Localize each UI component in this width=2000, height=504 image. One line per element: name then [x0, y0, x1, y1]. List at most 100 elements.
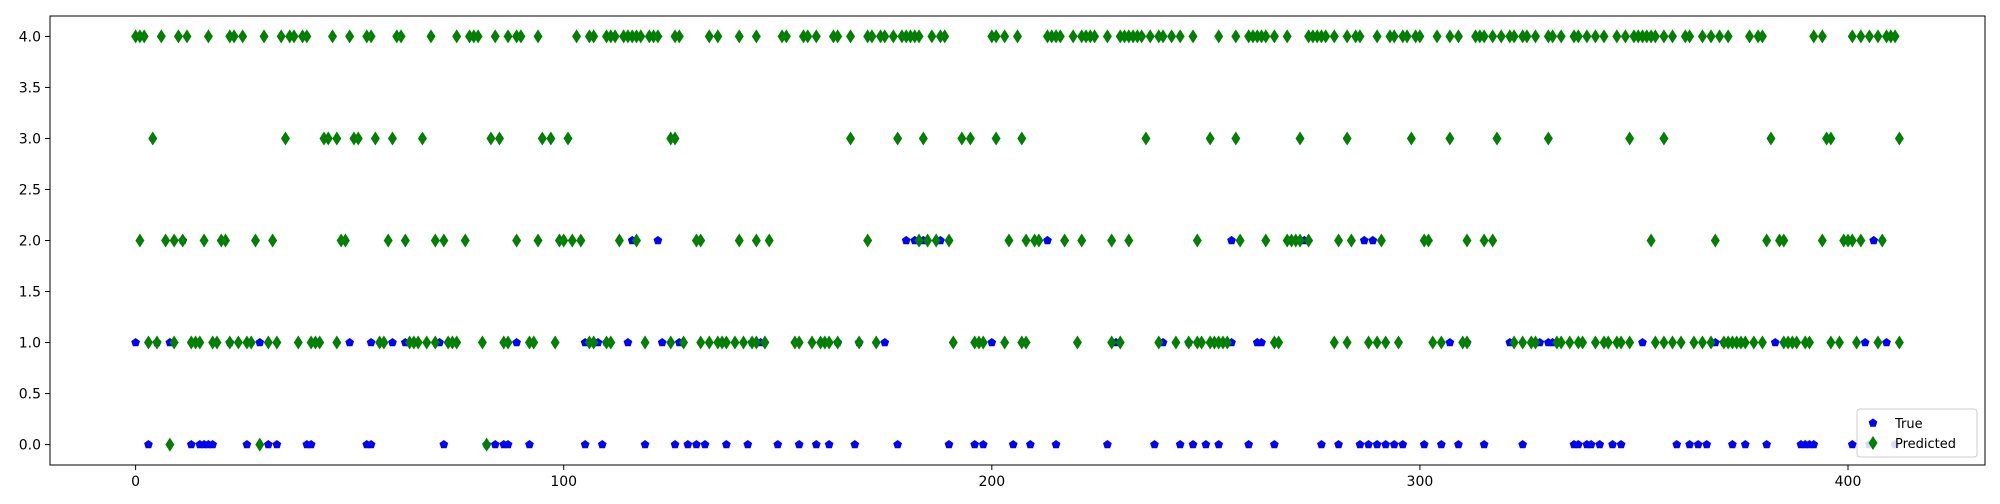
true-point [773, 439, 783, 449]
true-point [503, 439, 513, 449]
predicted-point [867, 29, 877, 44]
predicted-point [1706, 29, 1716, 44]
predicted-point [195, 335, 205, 350]
true-point [623, 337, 633, 347]
true-point [683, 439, 693, 449]
true-point [692, 439, 701, 449]
predicted-point [1321, 29, 1331, 44]
predicted-point [1295, 131, 1305, 146]
true-point [1269, 439, 1279, 449]
predicted-point [315, 335, 325, 350]
predicted-point [653, 29, 663, 44]
predicted-point [1826, 335, 1836, 350]
predicted-point [345, 29, 355, 44]
predicted-point [1145, 29, 1155, 44]
predicted-point [370, 131, 380, 146]
predicted-point [614, 233, 624, 248]
predicted-point [559, 233, 569, 248]
predicted-point [914, 233, 924, 248]
predicted-point [1757, 335, 1767, 350]
predicted-point [734, 29, 744, 44]
true-point [366, 439, 376, 449]
predicted-point [161, 233, 171, 248]
predicted-point [863, 233, 873, 248]
predicted-point [1809, 29, 1819, 44]
predicted-point [1021, 335, 1031, 350]
predicted-point [1107, 233, 1117, 248]
true-point [1809, 439, 1819, 449]
predicted-point [178, 233, 188, 248]
predicted-point [923, 233, 933, 248]
true-point [850, 439, 860, 449]
true-point [144, 439, 153, 449]
predicted-point [1389, 29, 1399, 44]
true-point [1672, 439, 1682, 449]
predicted-point [978, 335, 988, 350]
predicted-point [1573, 29, 1583, 44]
predicted-point [302, 29, 312, 44]
predicted-point [1402, 29, 1412, 44]
true-point [1740, 439, 1750, 449]
predicted-point [225, 335, 235, 350]
predicted-point [1697, 335, 1707, 350]
predicted-point [854, 335, 864, 350]
predicted-point [751, 335, 761, 350]
legend-label-predicted: Predicted [1895, 437, 1956, 452]
predicted-point [1650, 335, 1660, 350]
predicted-point [1231, 131, 1241, 146]
predicted-point [1171, 335, 1181, 350]
predicted-point [379, 335, 389, 350]
predicted-point [1762, 233, 1772, 248]
true-point [1051, 439, 1061, 449]
predicted-point [546, 131, 556, 146]
true-point [811, 439, 821, 449]
predicted-point [1102, 29, 1112, 44]
predicted-point [696, 233, 706, 248]
predicted-point [931, 233, 941, 248]
y-tick-label: 1.5 [19, 285, 41, 301]
true-point [1175, 439, 1185, 449]
predicted-point [1274, 335, 1284, 350]
predicted-point [1282, 29, 1292, 44]
predicted-point [212, 335, 222, 350]
y-axis: 0.0 0.5 1.0 1.5 2.0 2.5 3.0 3.5 4.0 [19, 29, 50, 454]
predicted-point [1620, 29, 1630, 44]
predicted-point [1659, 29, 1669, 44]
predicted-point [1406, 131, 1416, 146]
predicted-point [1222, 335, 1232, 350]
predicted-point [1565, 335, 1575, 350]
predicted-point [1779, 233, 1789, 248]
predicted-point [1124, 233, 1134, 248]
predicted-point [1154, 335, 1164, 350]
y-tick-label: 3.0 [19, 131, 41, 147]
predicted-point [1710, 233, 1720, 248]
true-point [1381, 439, 1391, 449]
predicted-point [1445, 29, 1455, 44]
predicted-point [1115, 335, 1125, 350]
predicted-point [1428, 335, 1438, 350]
predicted-point [182, 29, 192, 44]
predicted-point [272, 335, 282, 350]
predicted-point [1826, 131, 1836, 146]
predicted-point [1877, 233, 1887, 248]
predicted-point [965, 131, 975, 146]
predicted-point [473, 29, 483, 44]
predicted-point [396, 29, 406, 44]
predicted-point [383, 233, 393, 248]
predicted-point [734, 233, 744, 248]
predicted-point [1685, 29, 1695, 44]
true-point [306, 439, 316, 449]
predicted-point [1625, 131, 1635, 146]
predicted-point [696, 335, 706, 350]
series-predicted [131, 29, 1904, 452]
predicted-point [1372, 335, 1382, 350]
predicted-point [452, 29, 462, 44]
true-point [1436, 439, 1446, 449]
predicted-point [516, 29, 526, 44]
true-point [1693, 439, 1703, 449]
predicted-point [1852, 335, 1862, 350]
predicted-point [1205, 131, 1215, 146]
predicted-point [803, 29, 813, 44]
predicted-point [751, 233, 761, 248]
